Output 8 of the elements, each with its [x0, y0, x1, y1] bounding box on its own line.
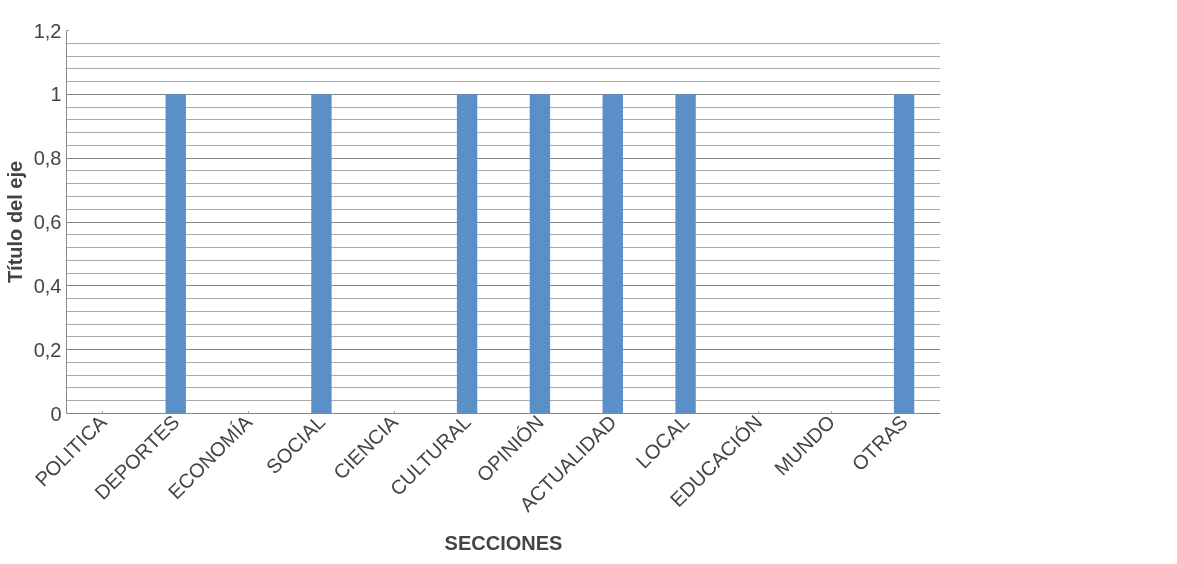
- y-tick-label: 0,4: [33, 274, 62, 297]
- y-tick-label: 0,6: [33, 211, 62, 233]
- y-tick-label: 0,2: [33, 338, 62, 361]
- y-axis-title: Título del eje: [3, 160, 26, 284]
- y-tick-label: 0,8: [33, 147, 62, 170]
- x-axis-title: SECCIONES: [444, 531, 563, 554]
- y-tick-label: 1: [50, 83, 62, 106]
- y-tick-label: 1,2: [33, 19, 62, 42]
